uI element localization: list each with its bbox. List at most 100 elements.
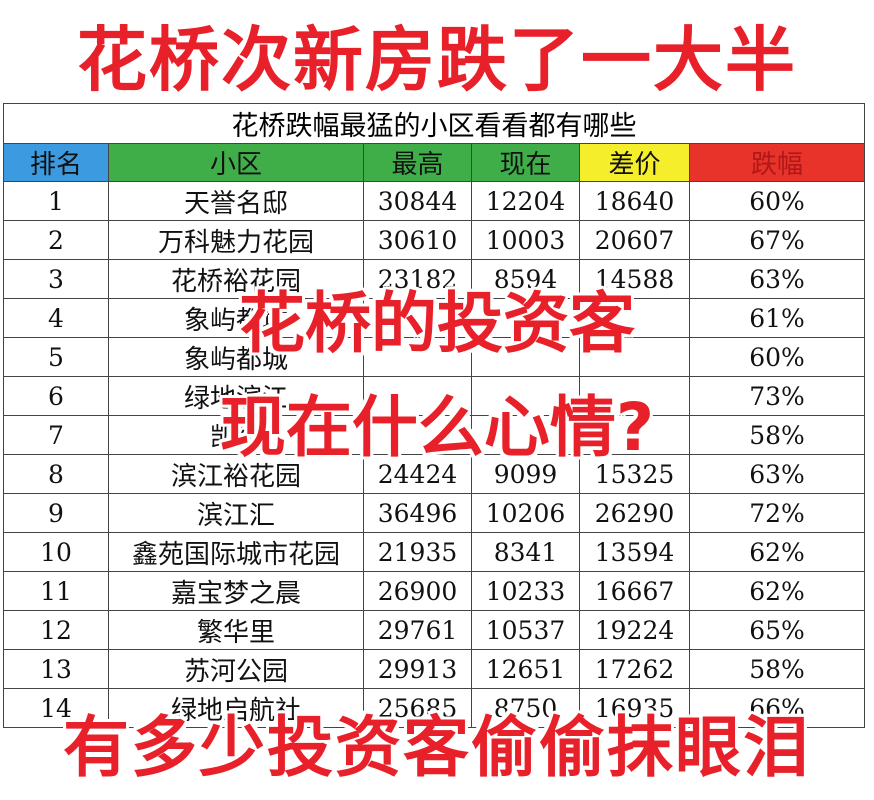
- cell-drop: 63%: [688, 259, 866, 299]
- cell-name: 绿地滨江: [108, 376, 364, 416]
- cell-high: 36496: [363, 493, 472, 533]
- ranking-table: 花桥跌幅最猛的小区看看都有哪些 排名 小区 最高 现在 差价 跌幅 1 天誉名邸 3…: [2, 103, 866, 728]
- cell-drop: 66%: [688, 688, 866, 728]
- cell-high: 29913: [363, 649, 472, 689]
- cell-rank: 7: [3, 415, 109, 455]
- cell-rank: 2: [3, 220, 109, 260]
- cell-diff: 16935: [579, 688, 690, 728]
- cell-rank: 9: [3, 493, 109, 533]
- cell-drop: 62%: [688, 532, 866, 572]
- cell-now: 10233: [471, 571, 580, 611]
- table-row: 9 滨江汇 36496 10206 26290 72%: [3, 493, 866, 533]
- cell-diff: [579, 376, 690, 416]
- cell-high: 26900: [363, 571, 472, 611]
- header-rank: 排名: [3, 143, 109, 182]
- cell-diff: 19224: [579, 610, 690, 650]
- cell-now: 8341: [471, 532, 580, 572]
- cell-now: 8750: [471, 688, 580, 728]
- table-row: 11 嘉宝梦之晨 26900 10233 16667 62%: [3, 571, 866, 611]
- cell-high: 30610: [363, 220, 472, 260]
- overlay-line-2: 现在什么心情?: [219, 389, 655, 466]
- cell-name: 天誉名邸: [108, 181, 364, 221]
- cell-now: 10003: [471, 220, 580, 260]
- cell-diff: 20607: [579, 220, 690, 260]
- cell-name: 绿地启航社: [108, 688, 364, 728]
- table-row: 4 象屿都城 61%: [3, 298, 866, 338]
- cell-now: [471, 298, 580, 338]
- cell-now: 12204: [471, 181, 580, 221]
- cell-now: [471, 337, 580, 377]
- cell-rank: 10: [3, 532, 109, 572]
- table-body: 1 天誉名邸 30844 12204 18640 60% 2 万科魅力花园 30610 10003…: [3, 181, 866, 728]
- cell-now: 9099: [471, 454, 580, 494]
- table-row: 8 滨江裕花园 24424 9099 15325 63%: [3, 454, 866, 494]
- cell-drop: 62%: [688, 571, 866, 611]
- table-row: 5 象屿都城 60%: [3, 337, 866, 377]
- table-caption: 花桥跌幅最猛的小区看看都有哪些: [2, 103, 866, 144]
- header-high: 最高: [363, 143, 472, 182]
- cell-diff: 26290: [579, 493, 690, 533]
- cell-drop: 63%: [688, 454, 866, 494]
- table-row: 7 凯德 58%: [3, 415, 866, 455]
- table-row: 12 繁华里 29761 10537 19224 65%: [3, 610, 866, 650]
- table-row: 1 天誉名邸 30844 12204 18640 60%: [3, 181, 866, 221]
- table-row: 3 花桥裕花园 23182 8594 14588 63%: [3, 259, 866, 299]
- cell-drop: 61%: [688, 298, 866, 338]
- cell-high: 29761: [363, 610, 472, 650]
- cell-high: [363, 376, 472, 416]
- cell-drop: 73%: [688, 376, 866, 416]
- table-row: 10 鑫苑国际城市花园 21935 8341 13594 62%: [3, 532, 866, 572]
- cell-rank: 1: [3, 181, 109, 221]
- cell-drop: 72%: [688, 493, 866, 533]
- cell-name: 万科魅力花园: [108, 220, 364, 260]
- cell-drop: 60%: [688, 181, 866, 221]
- cell-now: [471, 376, 580, 416]
- cell-name: 象屿都城: [108, 298, 364, 338]
- header-drop: 跌幅: [688, 143, 866, 182]
- cell-diff: [579, 415, 690, 455]
- header-diff: 差价: [579, 143, 690, 182]
- cell-high: 24424: [363, 454, 472, 494]
- cell-now: [471, 415, 580, 455]
- cell-diff: 17262: [579, 649, 690, 689]
- header-now: 现在: [471, 143, 580, 182]
- cell-diff: 15325: [579, 454, 690, 494]
- cell-high: 23182: [363, 259, 472, 299]
- overlay-line-1: 花桥的投资客: [239, 285, 635, 362]
- cell-now: 12651: [471, 649, 580, 689]
- cell-name: 滨江汇: [108, 493, 364, 533]
- table-row: 14 绿地启航社 25685 8750 16935 66%: [3, 688, 866, 728]
- cell-high: 30844: [363, 181, 472, 221]
- cell-drop: 58%: [688, 415, 866, 455]
- cell-rank: 4: [3, 298, 109, 338]
- table-row: 2 万科魅力花园 30610 10003 20607 67%: [3, 220, 866, 260]
- cell-name: 滨江裕花园: [108, 454, 364, 494]
- cell-rank: 11: [3, 571, 109, 611]
- cell-high: 21935: [363, 532, 472, 572]
- cell-diff: [579, 337, 690, 377]
- cell-name: 嘉宝梦之晨: [108, 571, 364, 611]
- cell-rank: 13: [3, 649, 109, 689]
- cell-diff: 16667: [579, 571, 690, 611]
- cell-now: 10537: [471, 610, 580, 650]
- cell-now: 8594: [471, 259, 580, 299]
- headline-top: 花桥次新房跌了一大半: [77, 19, 797, 101]
- table-row: 6 绿地滨江 73%: [3, 376, 866, 416]
- cell-rank: 14: [3, 688, 109, 728]
- cell-name: 繁华里: [108, 610, 364, 650]
- cell-drop: 65%: [688, 610, 866, 650]
- cell-drop: 67%: [688, 220, 866, 260]
- cell-drop: 58%: [688, 649, 866, 689]
- header-name: 小区: [108, 143, 364, 182]
- cell-diff: 18640: [579, 181, 690, 221]
- cell-rank: 12: [3, 610, 109, 650]
- cell-diff: 13594: [579, 532, 690, 572]
- cell-high: 25685: [363, 688, 472, 728]
- cell-rank: 5: [3, 337, 109, 377]
- cell-name: 凯德: [108, 415, 364, 455]
- ranking-table-container: 花桥跌幅最猛的小区看看都有哪些 排名 小区 最高 现在 差价 跌幅 1 天誉名邸 3…: [2, 103, 866, 728]
- cell-name: 苏河公园: [108, 649, 364, 689]
- table-row: 13 苏河公园 29913 12651 17262 58%: [3, 649, 866, 689]
- cell-name: 鑫苑国际城市花园: [108, 532, 364, 572]
- table-header-row: 排名 小区 最高 现在 差价 跌幅: [3, 143, 866, 182]
